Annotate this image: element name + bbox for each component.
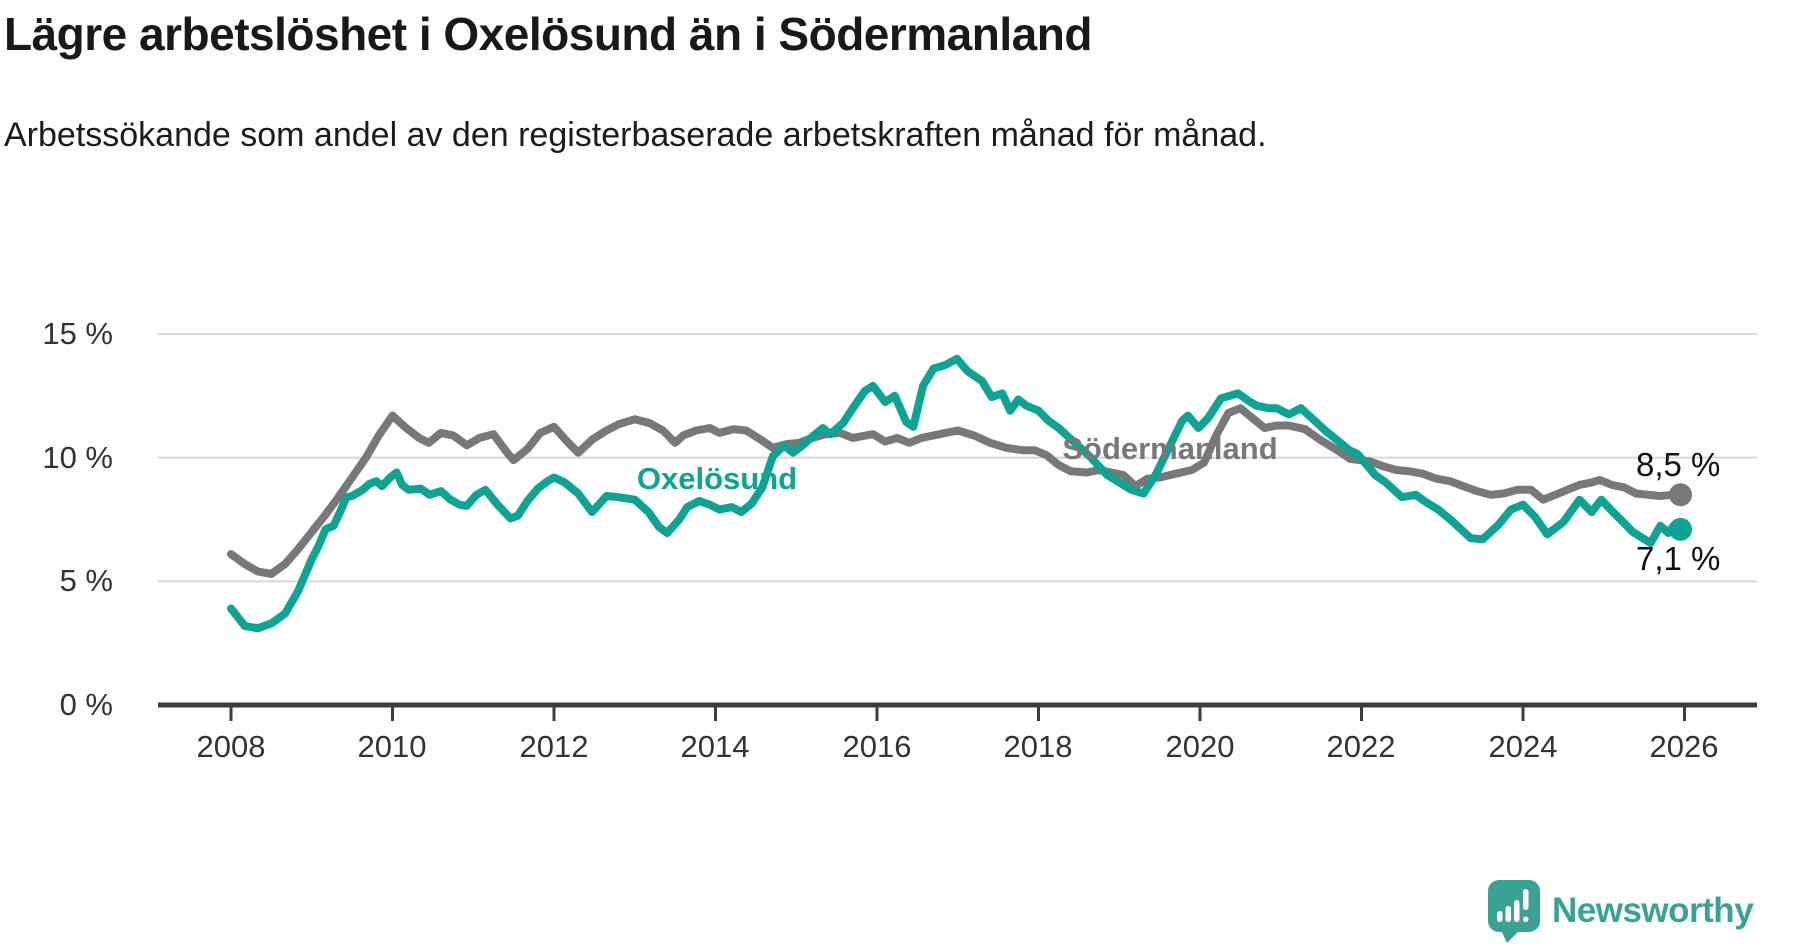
- y-tick-label-5: 5 %: [59, 563, 113, 598]
- x-tick-label-2010: 2010: [357, 729, 427, 764]
- x-tick-label-2024: 2024: [1488, 729, 1558, 764]
- chart-subtitle: Arbetssökande som andel av den registerb…: [4, 116, 1267, 154]
- y-tick-label-15: 15 %: [42, 316, 113, 351]
- x-tick-label-2008: 2008: [196, 729, 266, 764]
- x-tick-label-2012: 2012: [519, 729, 589, 764]
- x-tick-label-2016: 2016: [842, 729, 912, 764]
- y-tick-label-0: 0 %: [59, 687, 113, 722]
- page-title: Lägre arbetslöshet i Oxelösund än i Söde…: [4, 8, 1092, 60]
- x-tick-label-2014: 2014: [680, 729, 750, 764]
- y-tick-label-10: 10 %: [42, 440, 113, 475]
- x-tick-label-2018: 2018: [1003, 729, 1073, 764]
- end-dot-oxelosund: [1669, 517, 1692, 541]
- series-line-sodermanland: [227, 404, 1685, 578]
- x-tick-label-2026: 2026: [1649, 729, 1719, 764]
- end-value-label-sodermanland: 8,5 %: [1636, 446, 1721, 483]
- brand-footer: Newsworthy: [1486, 878, 1754, 944]
- series-line-oxelosund: [227, 354, 1685, 633]
- x-tick-label-2020: 2020: [1165, 729, 1235, 764]
- series-label-oxelosund: Oxelösund: [636, 461, 798, 496]
- header: Lägre arbetslöshet i Oxelösund än i Söde…: [4, 6, 1092, 62]
- brand-name: Newsworthy: [1552, 891, 1754, 930]
- series-label-sodermanland: Södermanland: [1062, 431, 1278, 466]
- newsworthy-logo-icon: [1488, 880, 1540, 943]
- end-dot-sodermanland: [1669, 483, 1692, 507]
- end-value-label-oxelosund: 7,1 %: [1636, 540, 1721, 577]
- x-tick-label-2022: 2022: [1326, 729, 1396, 764]
